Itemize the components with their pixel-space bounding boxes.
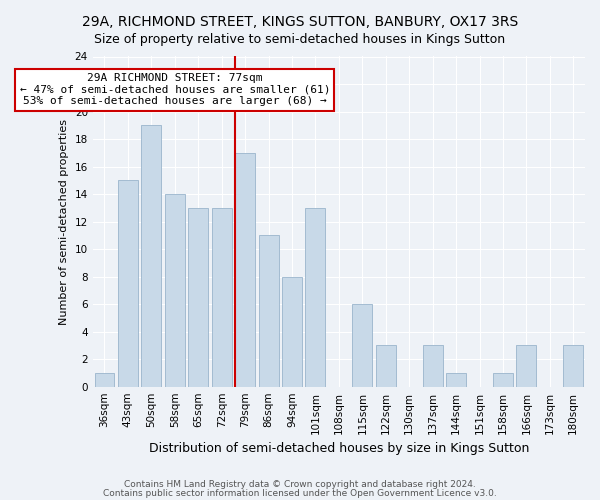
Bar: [142, 126, 161, 386]
Bar: [282, 276, 302, 386]
Y-axis label: Number of semi-detached properties: Number of semi-detached properties: [59, 118, 69, 324]
Bar: [517, 346, 536, 387]
Bar: [422, 346, 443, 387]
Bar: [376, 346, 396, 387]
Text: 29A RICHMOND STREET: 77sqm
← 47% of semi-detached houses are smaller (61)
53% of: 29A RICHMOND STREET: 77sqm ← 47% of semi…: [20, 73, 330, 106]
Bar: [95, 373, 115, 386]
Bar: [188, 208, 208, 386]
Text: Size of property relative to semi-detached houses in Kings Sutton: Size of property relative to semi-detach…: [94, 32, 506, 46]
Text: Contains HM Land Registry data © Crown copyright and database right 2024.: Contains HM Land Registry data © Crown c…: [124, 480, 476, 489]
Bar: [259, 236, 278, 386]
Bar: [235, 153, 255, 386]
Text: 29A, RICHMOND STREET, KINGS SUTTON, BANBURY, OX17 3RS: 29A, RICHMOND STREET, KINGS SUTTON, BANB…: [82, 15, 518, 29]
Bar: [563, 346, 583, 387]
X-axis label: Distribution of semi-detached houses by size in Kings Sutton: Distribution of semi-detached houses by …: [149, 442, 529, 455]
Bar: [118, 180, 138, 386]
Bar: [212, 208, 232, 386]
Bar: [305, 208, 325, 386]
Bar: [352, 304, 372, 386]
Bar: [493, 373, 513, 386]
Text: Contains public sector information licensed under the Open Government Licence v3: Contains public sector information licen…: [103, 488, 497, 498]
Bar: [446, 373, 466, 386]
Bar: [165, 194, 185, 386]
